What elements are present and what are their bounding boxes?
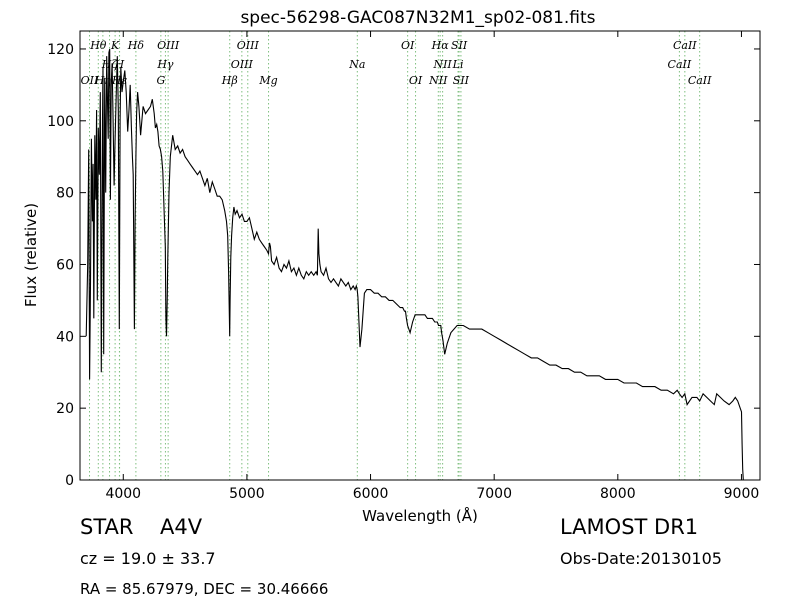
x-tick-label: 7000 bbox=[476, 486, 512, 502]
object-subclass: A4V bbox=[160, 515, 203, 539]
redshift-cz: cz = 19.0 ± 33.7 bbox=[80, 549, 216, 568]
x-tick-label: 8000 bbox=[600, 486, 636, 502]
line-label: Na bbox=[348, 58, 365, 71]
line-label: Hγ bbox=[156, 58, 174, 71]
observation-date: Obs-Date:20130105 bbox=[560, 549, 722, 568]
line-label: OI bbox=[401, 39, 415, 52]
plot-frame bbox=[79, 30, 761, 481]
x-tick-label: 9000 bbox=[724, 486, 760, 502]
line-label: Li bbox=[452, 58, 464, 71]
y-tick-label: 40 bbox=[56, 329, 74, 345]
y-axis-label: Flux (relative) bbox=[22, 203, 40, 307]
y-tick-label: 0 bbox=[65, 473, 74, 489]
sky-coordinates: RA = 85.67979, DEC = 30.46666 bbox=[80, 580, 329, 598]
line-label: NII bbox=[428, 74, 448, 87]
emission-line-markers bbox=[89, 31, 701, 480]
x-tick-label: 6000 bbox=[353, 486, 389, 502]
line-label: Hα bbox=[431, 39, 450, 52]
y-tick-label: 100 bbox=[47, 114, 74, 130]
line-label: K bbox=[110, 39, 120, 52]
y-tick-label: 120 bbox=[47, 42, 74, 58]
x-tick-label: 4000 bbox=[105, 486, 141, 502]
line-label: Hθ bbox=[89, 39, 107, 52]
line-label: CaII bbox=[673, 39, 697, 52]
x-axis: 4000 5000 6000 7000 8000 9000 bbox=[105, 31, 759, 502]
line-label: CaII bbox=[668, 58, 692, 71]
line-label: SII bbox=[453, 74, 470, 87]
line-label: NII bbox=[432, 58, 452, 71]
line-label: OIII bbox=[157, 39, 180, 52]
object-class: STAR bbox=[80, 515, 134, 539]
x-tick-label: 5000 bbox=[229, 486, 265, 502]
line-label: G bbox=[156, 74, 165, 87]
survey-name: LAMOST DR1 bbox=[560, 515, 699, 539]
line-label: Hδ bbox=[127, 39, 145, 52]
x-axis-label: Wavelength (Å) bbox=[362, 506, 478, 525]
line-label: SII bbox=[451, 39, 468, 52]
line-label: Hβ bbox=[221, 74, 238, 87]
spectrum-line bbox=[85, 48, 744, 481]
line-label: CaII bbox=[688, 74, 712, 87]
line-label: Mg bbox=[258, 74, 277, 87]
y-tick-label: 80 bbox=[56, 186, 74, 202]
y-tick-label: 60 bbox=[56, 257, 74, 273]
y-axis: 0 20 40 60 80 100 120 bbox=[47, 42, 760, 489]
line-label: OIII bbox=[237, 39, 260, 52]
line-label: H bbox=[114, 58, 125, 71]
chart-title: spec-56298-GAC087N32M1_sp02-081.fits bbox=[240, 8, 595, 28]
line-label: OI bbox=[409, 74, 423, 87]
y-tick-label: 20 bbox=[56, 401, 74, 417]
line-label: OII bbox=[81, 74, 99, 87]
line-label: OIII bbox=[231, 58, 254, 71]
